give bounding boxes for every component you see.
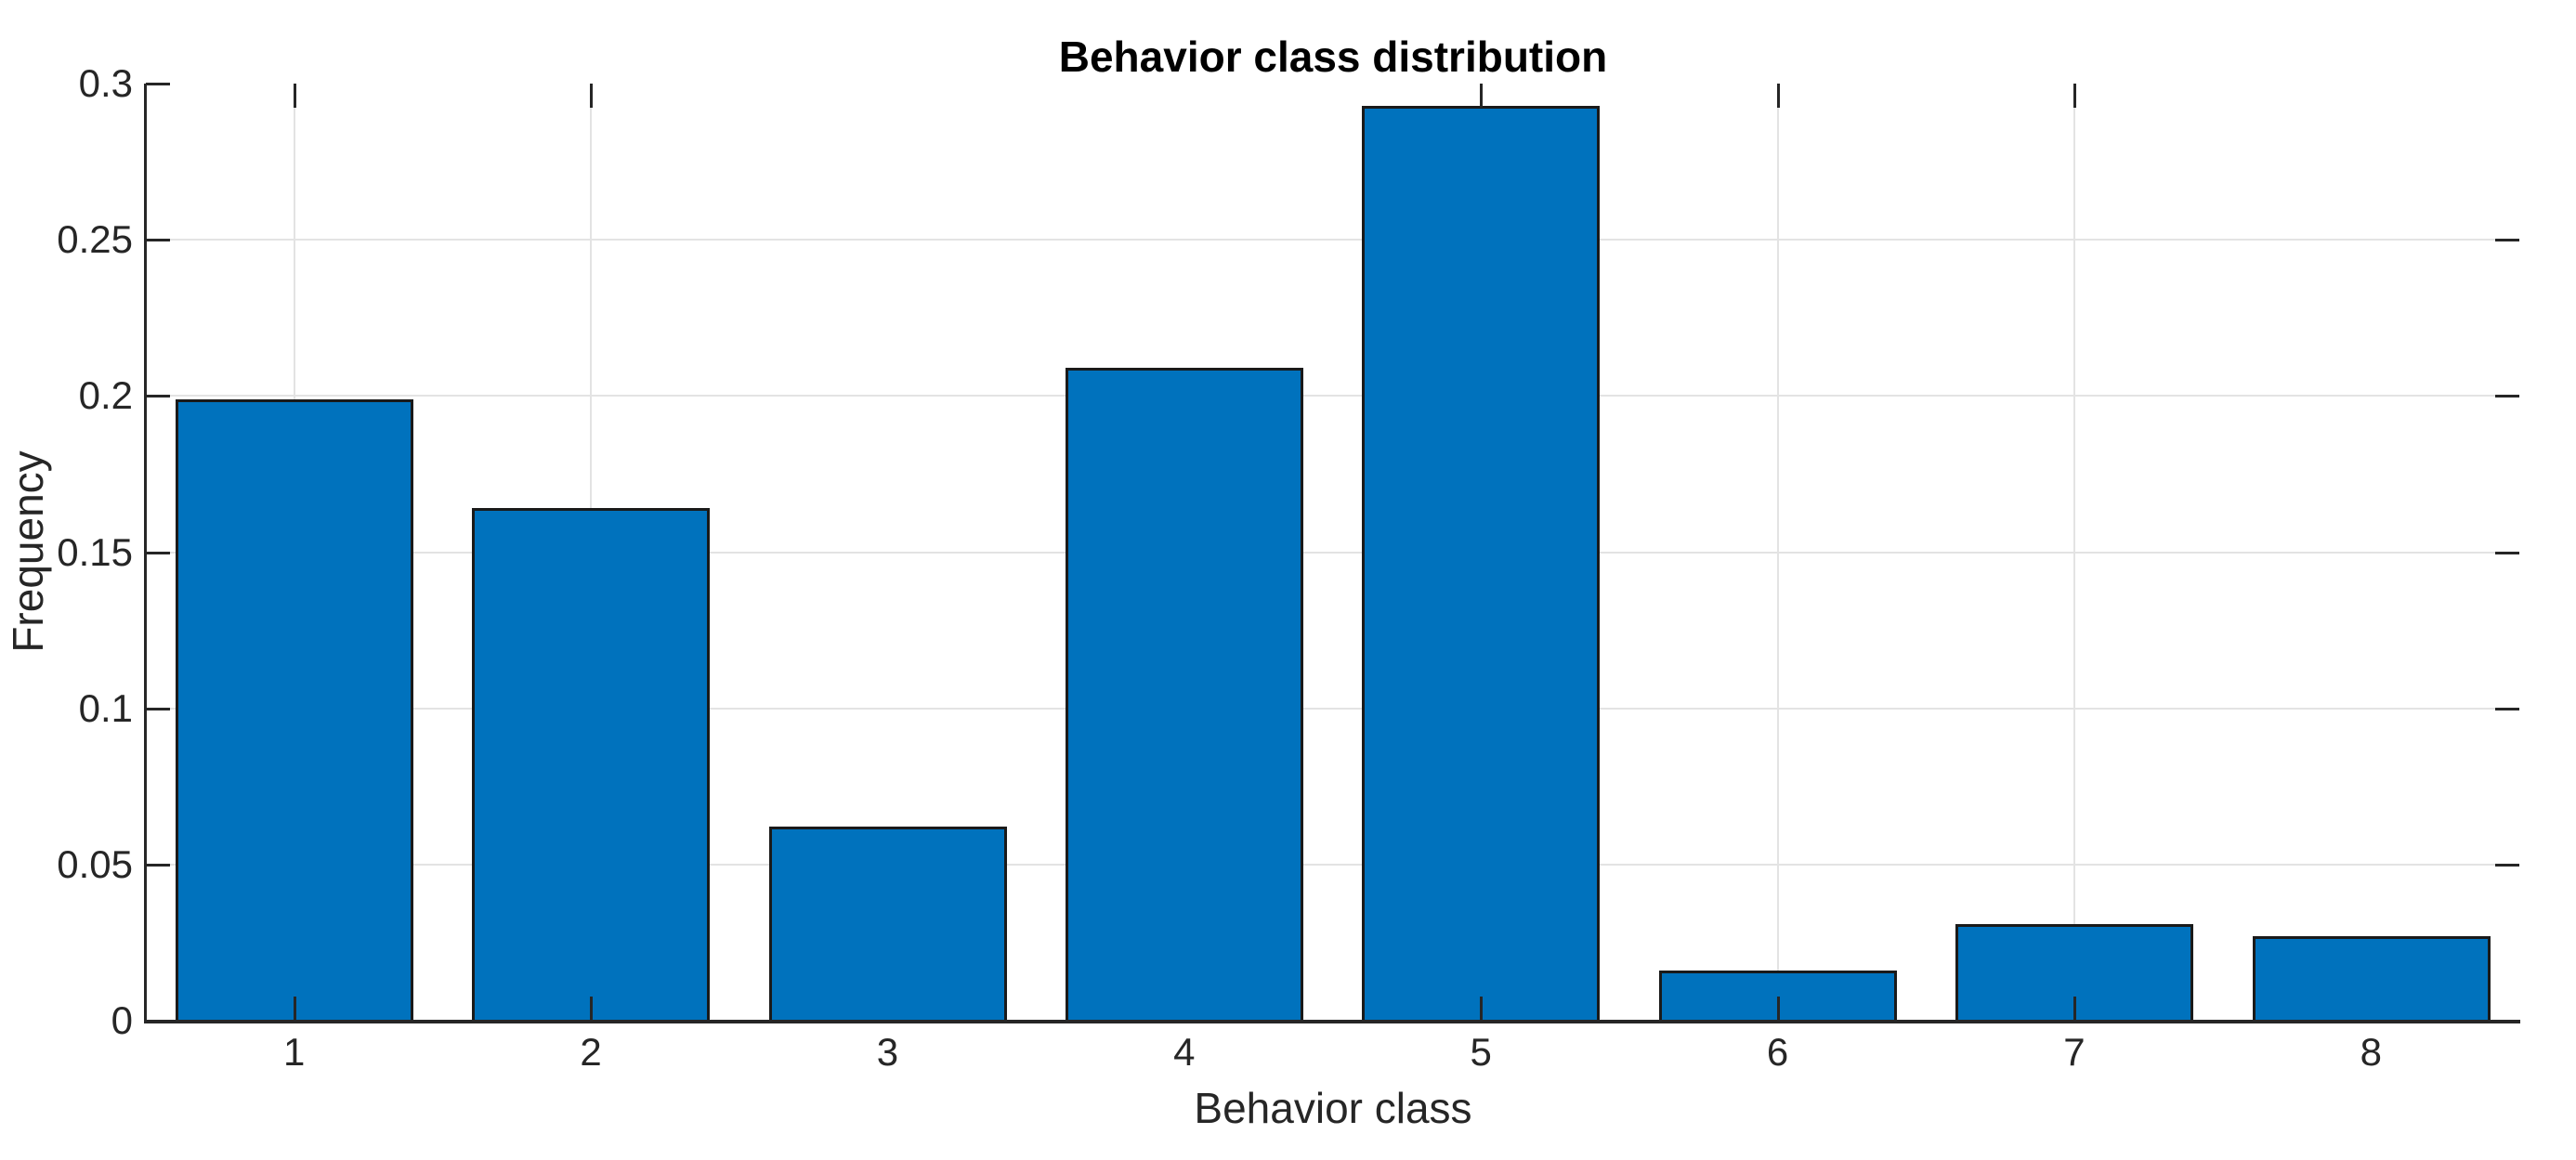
x-tick-label: 7: [2063, 1030, 2086, 1074]
y-gridline: [146, 863, 2519, 866]
y-gridline: [146, 239, 2519, 241]
y-tick-label: 0.1: [78, 685, 133, 730]
x-tick-bottom: [590, 997, 594, 1021]
bar-category-4: [1066, 368, 1303, 1021]
x-tick-label: 3: [876, 1030, 899, 1074]
x-tick-label: 8: [2360, 1030, 2382, 1074]
bar-category-5: [1362, 106, 1600, 1021]
bar-category-1: [176, 399, 413, 1021]
x-tick-label: 6: [1766, 1030, 1789, 1074]
y-gridline: [146, 395, 2519, 398]
x-axis-line: [144, 1020, 2520, 1023]
y-tick-left: [146, 551, 170, 554]
y-tick-left: [146, 707, 170, 710]
y-tick-label: 0.25: [57, 217, 133, 262]
bar-category-2: [472, 508, 710, 1021]
x-tick-bottom: [1480, 997, 1484, 1021]
y-tick-right: [2495, 551, 2519, 554]
y-tick-left: [146, 395, 170, 398]
x-tick-top: [1776, 84, 1780, 108]
x-tick-label: 2: [580, 1030, 602, 1074]
y-gridline: [146, 551, 2519, 554]
y-tick-label: 0.2: [78, 373, 133, 418]
x-gridline: [2073, 84, 2075, 1021]
x-tick-label: 4: [1173, 1030, 1196, 1074]
x-tick-bottom: [2073, 997, 2076, 1021]
y-tick-left: [146, 83, 170, 85]
x-tick-label: 1: [283, 1030, 306, 1074]
y-tick-right: [2495, 239, 2519, 242]
x-axis-label: Behavior class: [1194, 1084, 1472, 1132]
x-tick-bottom: [293, 997, 296, 1021]
y-tick-right: [2495, 395, 2519, 398]
x-tick-top: [590, 84, 594, 108]
y-axis-line: [144, 84, 147, 1021]
y-tick-left: [146, 239, 170, 242]
bar-category-3: [769, 827, 1007, 1021]
y-tick-label: 0.05: [57, 841, 133, 886]
bar-category-8: [2253, 936, 2491, 1021]
y-tick-label: 0.15: [57, 529, 133, 574]
x-gridline: [1776, 84, 1779, 1021]
y-gridline: [146, 707, 2519, 710]
y-tick-right: [2495, 863, 2519, 867]
y-tick-label: 0: [111, 998, 133, 1042]
y-tick-right: [2495, 707, 2519, 710]
x-tick-top: [1480, 84, 1484, 108]
x-tick-label: 5: [1470, 1030, 1492, 1074]
y-tick-label: 0.3: [78, 61, 133, 105]
x-tick-top: [293, 84, 296, 108]
chart-title: Behavior class distribution: [1058, 33, 1608, 81]
x-tick-top: [2073, 84, 2076, 108]
y-tick-left: [146, 863, 170, 867]
x-tick-bottom: [1776, 997, 1780, 1021]
